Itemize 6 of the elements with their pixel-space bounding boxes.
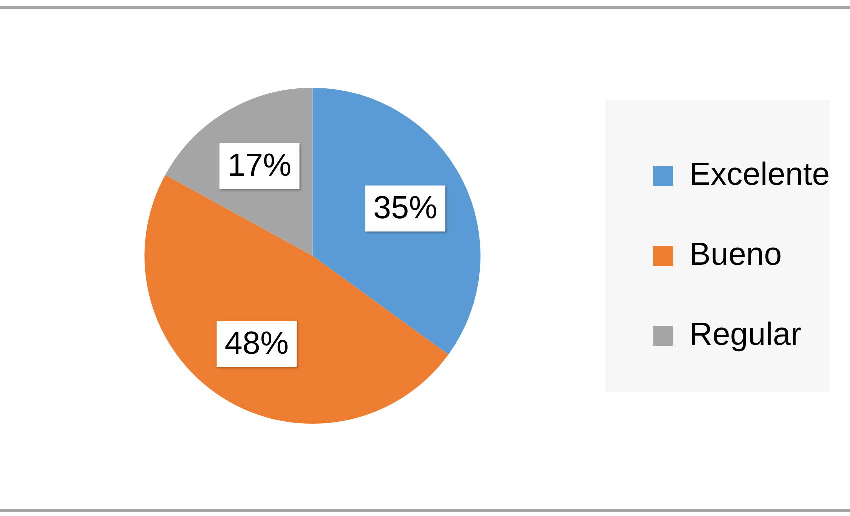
data-label: 48% <box>224 324 289 361</box>
data-label: 35% <box>374 190 438 226</box>
legend-label: Regular <box>689 316 802 352</box>
data-label: 17% <box>228 147 292 184</box>
legend-label: Excelente <box>689 156 830 192</box>
legend-label: Bueno <box>689 236 782 272</box>
